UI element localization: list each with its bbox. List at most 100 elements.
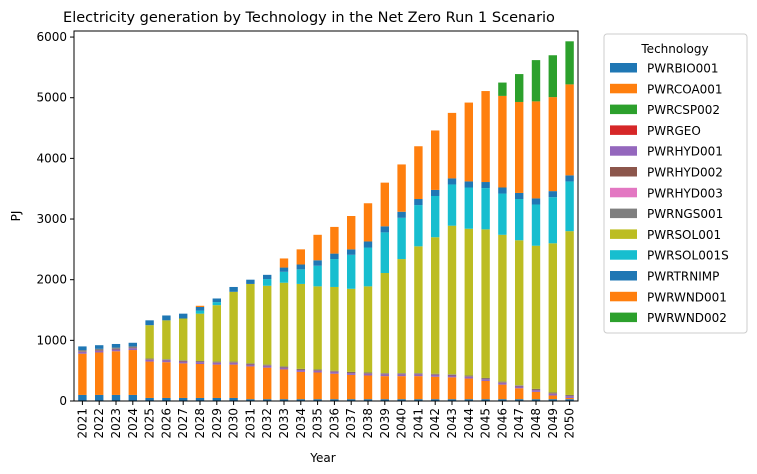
bar-segment: [363, 286, 373, 373]
chart-title: Electricity generation by Technology in …: [63, 10, 555, 26]
bar-segment: [162, 359, 171, 361]
bar-segment: [111, 343, 121, 348]
bar-segment: [145, 359, 154, 360]
bar-segment: [179, 397, 188, 401]
bar-segment: [481, 379, 490, 381]
bar-segment: [313, 399, 322, 401]
bar-segment: [212, 305, 221, 362]
x-tick-label: 2037: [344, 408, 358, 439]
legend-swatch: [610, 104, 637, 115]
bar-segment: [279, 367, 289, 368]
bar-segment: [330, 253, 339, 260]
bar-segment: [195, 306, 205, 311]
bar-segment: [548, 393, 557, 396]
x-tick-label: 2035: [311, 408, 325, 439]
bar-segment: [464, 376, 473, 377]
bar-segment: [279, 366, 289, 368]
bar-segment: [195, 310, 205, 314]
bar-segment: [347, 254, 356, 289]
bar-segment: [481, 380, 490, 400]
y-tick-label: 6000: [36, 30, 67, 44]
x-tick-label: 2043: [445, 408, 459, 439]
bar-segment: [515, 74, 524, 102]
bar-segment: [313, 369, 322, 371]
bar-segment: [212, 302, 221, 306]
x-tick-label: 2049: [546, 408, 560, 439]
legend-swatch: [610, 250, 637, 260]
bar-segment: [330, 226, 339, 254]
bar-segment: [447, 178, 457, 185]
bar-segment: [263, 365, 272, 366]
bar-segment: [246, 364, 255, 367]
bar-segment: [447, 399, 457, 401]
bar-segment: [95, 345, 104, 349]
bar-segment: [515, 199, 524, 241]
legend-swatch: [610, 146, 637, 156]
bar-segment: [397, 373, 406, 375]
bar-segment: [397, 374, 406, 377]
x-tick-label: 2024: [126, 408, 140, 439]
bar-segment: [95, 350, 104, 353]
bar-segment: [78, 346, 87, 351]
bar-segment: [296, 269, 305, 284]
x-tick-label: 2027: [176, 408, 190, 439]
bar-segment: [229, 361, 238, 363]
bar-segment: [464, 376, 473, 379]
bar-segment: [229, 397, 238, 401]
bar-segment: [128, 347, 137, 349]
bar-segment: [380, 226, 389, 233]
bar-segment: [481, 229, 490, 378]
bar-segment: [498, 187, 507, 194]
x-tick-label: 2030: [227, 408, 241, 439]
bar-segment: [296, 368, 305, 370]
bar-segment: [347, 373, 356, 375]
x-tick-label: 2036: [327, 408, 341, 439]
bar-segment: [347, 374, 356, 400]
bar-segment: [279, 258, 289, 268]
bar-segment: [464, 375, 473, 377]
bar-segment: [145, 325, 154, 359]
bar-segment: [531, 60, 541, 102]
x-tick-label: 2025: [143, 408, 157, 439]
bar-segment: [363, 203, 373, 242]
bar-segment: [78, 350, 87, 352]
bar-segment: [296, 264, 305, 270]
y-tick-label: 5000: [36, 91, 67, 105]
bar-segment: [179, 313, 188, 319]
bar-segment: [397, 399, 406, 401]
x-tick-label: 2029: [210, 408, 224, 439]
bar-segment: [531, 198, 541, 205]
legend: Technology PWRBIO001PWRCOA001PWRCSP002PW…: [603, 33, 748, 334]
bar-segment: [531, 399, 541, 401]
legend-label: PWRHYD002: [647, 166, 723, 180]
bar-segment: [330, 399, 339, 401]
bar-segment: [481, 377, 490, 379]
bar-segment: [498, 381, 507, 383]
bar-segment: [548, 55, 557, 98]
x-tick-label: 2042: [428, 408, 442, 439]
bar-segment: [229, 364, 238, 398]
x-tick-label: 2034: [294, 408, 308, 439]
bar-segment: [313, 234, 322, 261]
y-axis-label: PJ: [9, 211, 23, 222]
bar-segment: [296, 399, 305, 401]
bar-segment: [515, 192, 524, 200]
bar-segment: [111, 347, 121, 349]
bar-segment: [498, 382, 507, 385]
bar-segment: [347, 399, 356, 401]
bar-segment: [263, 285, 272, 365]
bar-segment: [263, 279, 272, 286]
y-tick-label: 0: [59, 394, 67, 408]
legend-label: PWRCOA001: [647, 82, 723, 96]
bar-segment: [179, 360, 188, 361]
bar-segment: [565, 396, 574, 398]
legend-title: Technology: [640, 42, 708, 56]
bar-segment: [447, 184, 457, 226]
bar-segment: [95, 348, 104, 351]
legend-label: PWRWND001: [647, 290, 727, 304]
bar-segment: [111, 351, 121, 395]
legend-swatch: [610, 312, 637, 323]
bar-segment: [212, 362, 221, 363]
x-tick-label: 2032: [260, 408, 274, 439]
bar-segment: [464, 102, 473, 182]
